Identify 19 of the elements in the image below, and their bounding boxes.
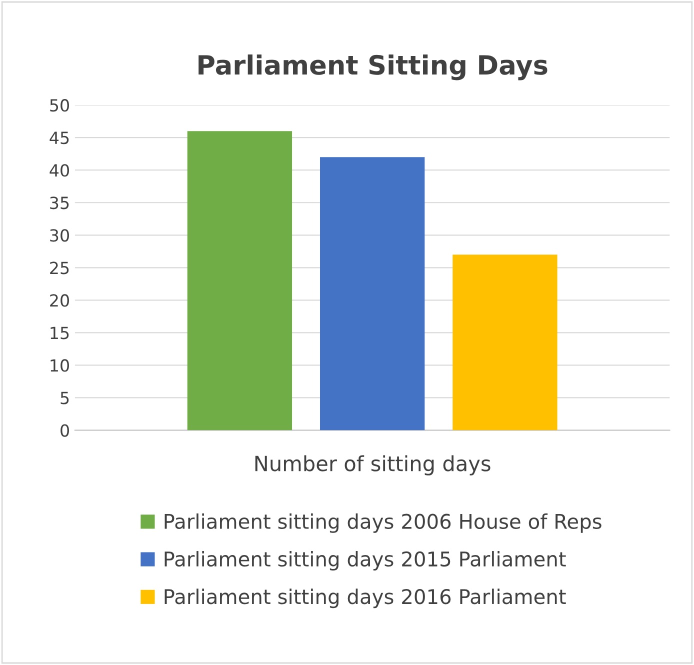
y-tick-label: 10 [50,359,69,372]
y-tick-label: 45 [50,132,69,144]
legend-label: Parliament sitting days 2016 Parliament [164,588,566,608]
y-tick-label: 30 [50,229,69,242]
y-tick-label: 50 [50,99,69,112]
y-tick-label: 5 [60,392,69,404]
legend-label: Parliament sitting days 2006 House of Reps [164,513,602,533]
x-tick-label: Number of sitting days [255,455,490,476]
y-tick-label: 0 [60,424,69,437]
y-tick-label: 20 [50,294,69,307]
y-tick-label: 35 [50,196,69,210]
legend-label: Parliament sitting days 2015 Parliament [164,551,566,571]
chart-title: Parliament Sitting Days [198,54,548,80]
y-tick-label: 25 [50,262,69,274]
y-tick-label: 15 [50,326,69,340]
bar [452,254,558,430]
y-tick-label: 40 [50,164,69,177]
bar [187,131,292,430]
bar [320,157,425,430]
